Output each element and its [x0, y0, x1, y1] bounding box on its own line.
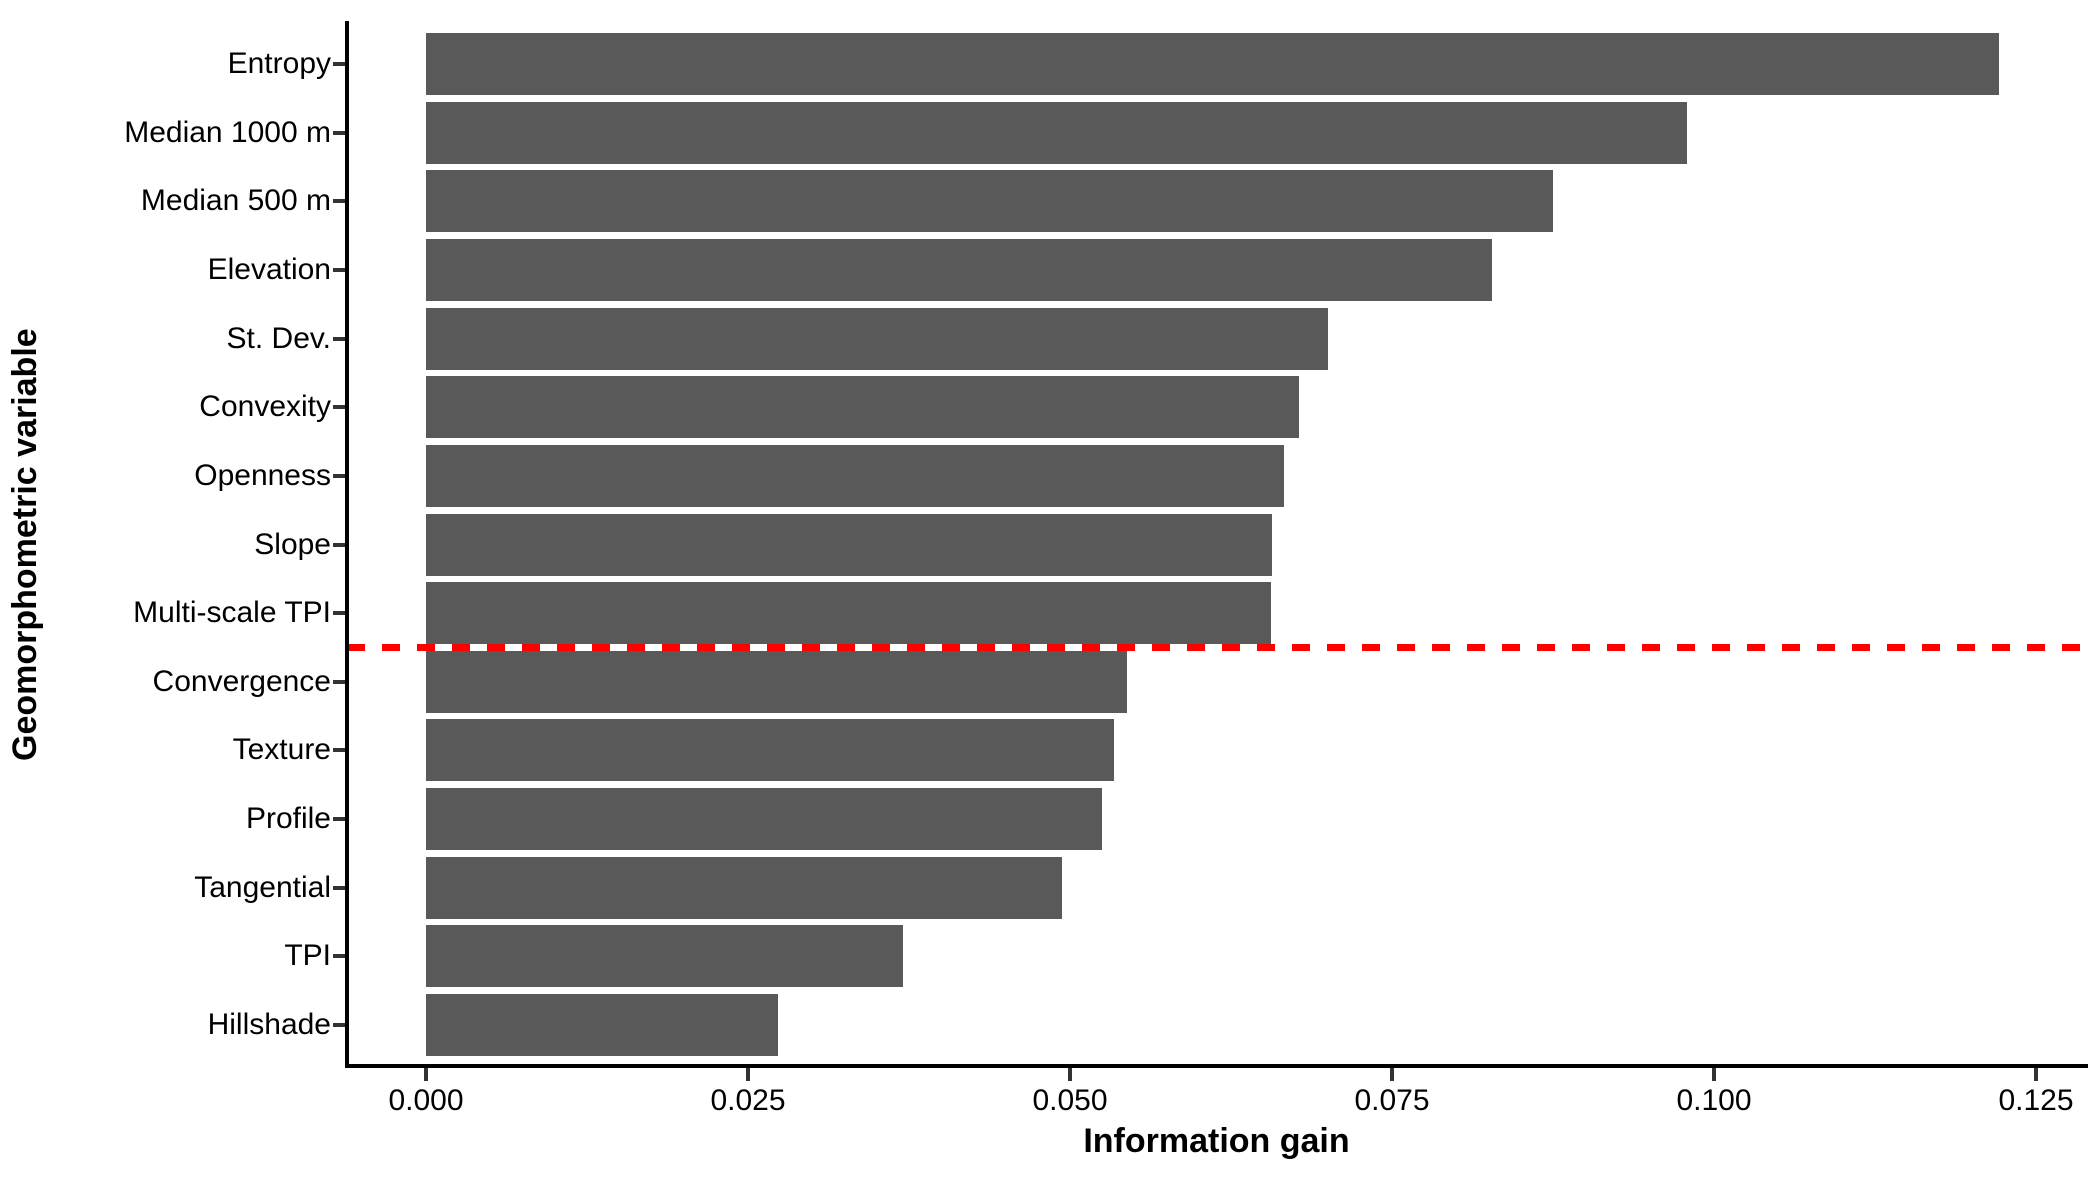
y-tick-label: Convexity [199, 390, 331, 424]
y-tick-label: Tangential [194, 870, 331, 904]
y-tick [333, 748, 345, 753]
x-tick [1068, 1068, 1072, 1081]
x-tick-label: 0.100 [1676, 1084, 1752, 1117]
y-tick [333, 611, 345, 616]
y-tick [333, 1022, 345, 1027]
threshold-dashed-line [347, 643, 2087, 651]
y-tick [333, 62, 345, 67]
bar [426, 650, 1127, 713]
x-tick [1390, 1068, 1394, 1081]
bar [426, 101, 1687, 164]
x-tick-label: 0.125 [1998, 1084, 2074, 1117]
y-axis-line [345, 21, 349, 1068]
x-tick-label: 0.025 [710, 1084, 786, 1117]
x-tick [746, 1068, 750, 1081]
bar [426, 856, 1063, 919]
bar [426, 307, 1328, 370]
x-tick-label: 0.075 [1354, 1084, 1430, 1117]
bar [426, 33, 1999, 96]
y-tick [333, 542, 345, 547]
y-tick-label: Slope [254, 527, 331, 561]
y-tick-label: Elevation [207, 253, 331, 287]
y-tick [333, 130, 345, 135]
y-tick-label: Convergence [152, 664, 331, 698]
x-tick [424, 1068, 428, 1081]
y-tick [333, 336, 345, 341]
bar [426, 719, 1114, 782]
y-tick-label: TPI [284, 939, 331, 973]
y-tick [333, 473, 345, 478]
x-axis-title: Information gain [1083, 1122, 1350, 1160]
y-tick [333, 954, 345, 959]
x-axis-line [345, 1064, 2088, 1068]
bar [426, 787, 1103, 850]
y-tick-label: Multi-scale TPI [133, 596, 331, 630]
y-tick-label: Openness [194, 458, 331, 492]
x-tick [1712, 1068, 1716, 1081]
bar [426, 170, 1553, 233]
y-tick-label: Hillshade [207, 1007, 331, 1041]
y-tick [333, 268, 345, 273]
y-tick [333, 679, 345, 684]
bar [426, 444, 1284, 507]
bar [426, 239, 1493, 302]
y-tick-label: Median 1000 m [124, 115, 331, 149]
y-tick-label: Median 500 m [140, 184, 331, 218]
bar [426, 582, 1271, 645]
y-tick-label: Profile [245, 801, 331, 835]
y-tick-label: Texture [232, 733, 331, 767]
y-tick-label: St. Dev. [226, 321, 331, 355]
x-tick-label: 0.050 [1032, 1084, 1108, 1117]
y-tick [333, 816, 345, 821]
y-tick-label: Entropy [227, 47, 331, 81]
bar [426, 376, 1300, 439]
y-tick [333, 405, 345, 410]
bar [426, 513, 1273, 576]
bar [426, 993, 778, 1056]
bar [426, 925, 903, 988]
y-tick [333, 199, 345, 204]
x-tick [2034, 1068, 2038, 1081]
y-tick [333, 885, 345, 890]
x-tick-label: 0.000 [388, 1084, 464, 1117]
